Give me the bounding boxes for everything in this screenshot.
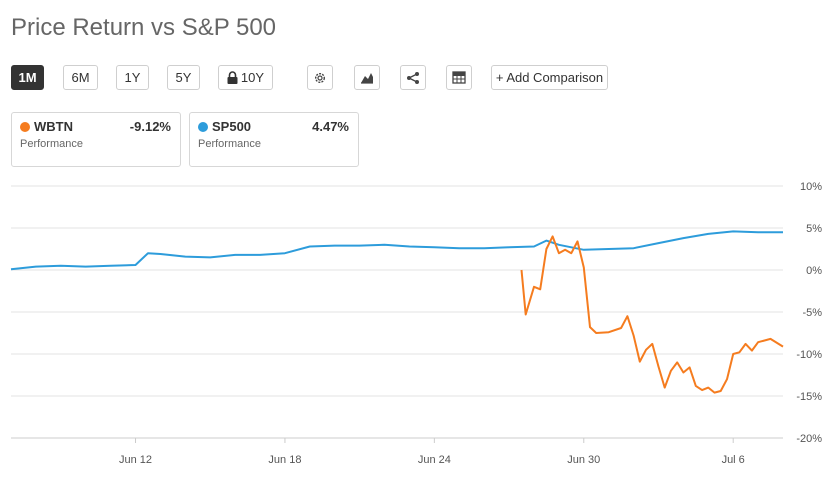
legend-value: -9.12% [129, 119, 171, 134]
x-tick-label: Jun 24 [418, 454, 451, 466]
range-10y-button[interactable]: 10Y [218, 65, 273, 90]
legend-value: 4.47% [312, 119, 349, 134]
table-view-button[interactable] [446, 65, 472, 90]
legend-symbol: SP500 [212, 119, 252, 134]
chart-lines [10, 230, 784, 394]
y-axis-labels: 10% 5% 0% -5% -10% -15% -20% [796, 181, 822, 445]
series-line-sp500 [10, 230, 783, 271]
y-tick-label: -5% [802, 307, 822, 319]
y-tick-label: -10% [796, 349, 822, 361]
page-title: Price Return vs S&P 500 [11, 14, 277, 41]
x-tick-label: Jul 6 [722, 454, 745, 466]
y-tick-label: 5% [806, 223, 822, 235]
legend-label: Performance [198, 138, 261, 150]
add-comparison-button[interactable]: + Add Comparison [491, 65, 608, 90]
y-tick-label: -20% [796, 433, 822, 445]
sp500-color-dot [198, 122, 208, 132]
x-tick-label: Jun 30 [567, 454, 600, 466]
range-1y-button[interactable]: 1Y [116, 65, 149, 90]
legend-label: Performance [20, 138, 83, 150]
y-tick-label: 0% [806, 265, 822, 277]
x-tick-label: Jun 18 [268, 454, 301, 466]
lock-icon [227, 71, 238, 84]
legend-card-wbtn[interactable]: WBTN -9.12% Performance [11, 112, 181, 167]
table-icon [452, 71, 466, 84]
series-line-wbtn [520, 235, 784, 394]
y-tick-label: -15% [796, 391, 822, 403]
x-tick-label: Jun 12 [119, 454, 152, 466]
settings-button[interactable] [307, 65, 333, 90]
chart-type-button[interactable] [354, 65, 380, 90]
y-tick-label: 10% [800, 181, 822, 193]
legend-symbol: WBTN [34, 119, 73, 134]
range-5y-button[interactable]: 5Y [167, 65, 200, 90]
range-1m-button[interactable]: 1M [11, 65, 44, 90]
chart-grid [11, 185, 783, 439]
gear-icon [313, 71, 327, 85]
share-icon [406, 71, 420, 85]
range-10y-label: 10Y [240, 70, 265, 85]
mountain-chart-icon [360, 71, 374, 84]
share-button[interactable] [400, 65, 426, 90]
legend-card-sp500[interactable]: SP500 4.47% Performance [189, 112, 359, 167]
wbtn-color-dot [20, 122, 30, 132]
range-6m-button[interactable]: 6M [63, 65, 98, 90]
